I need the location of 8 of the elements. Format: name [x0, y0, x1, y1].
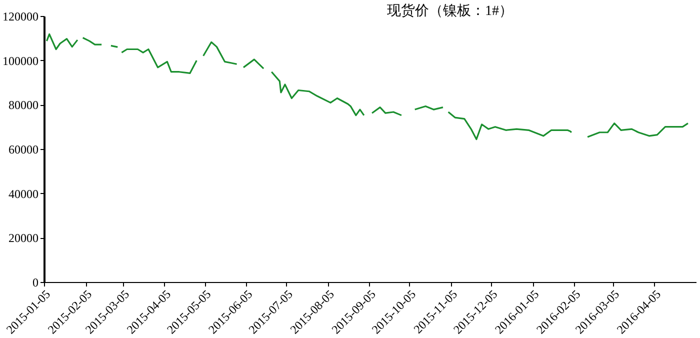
y-tick-label: 60000: [8, 142, 38, 156]
y-tick-label: 40000: [8, 186, 38, 201]
y-tick-label: 0: [32, 276, 38, 290]
y-tick-label: 80000: [8, 98, 38, 112]
y-tick-label: 120000: [2, 10, 38, 24]
chart-title: 现货价（镍板：1#）: [387, 3, 513, 19]
y-tick-label: 20000: [8, 231, 38, 246]
y-tick-label: 100000: [2, 54, 38, 68]
